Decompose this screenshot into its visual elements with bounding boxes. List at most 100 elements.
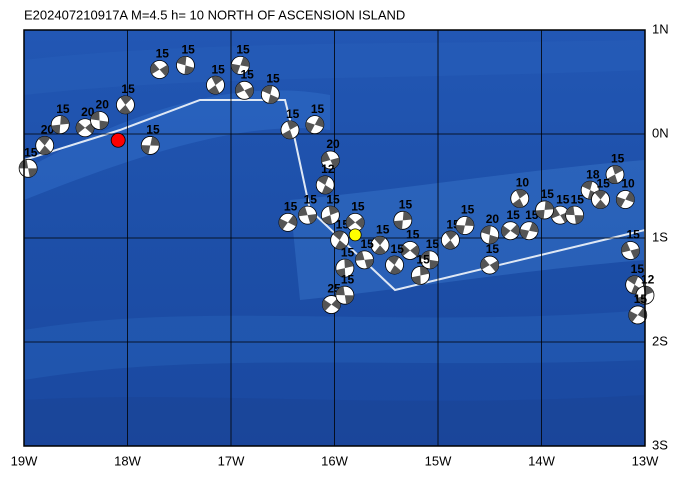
beachball [280,120,300,140]
beachball-quadrant [332,231,347,250]
beachball [260,85,280,104]
beachball [480,225,500,245]
beachball-quadrant [501,224,520,238]
beachball-quadrant [235,82,254,98]
depth-label: 15 [596,177,610,191]
beachball-quadrant [420,250,439,269]
beachball-quadrant [141,136,160,155]
depth-label: 15 [631,262,645,276]
depth-label: 12 [321,162,335,176]
beachball [18,158,38,178]
y-tick-label: 1N [652,21,669,36]
beachball [385,255,404,275]
depth-label: 12 [641,272,655,286]
beachball-quadrant [262,85,279,104]
x-tick-label: 14W [528,453,555,468]
beachball [501,221,520,241]
beachball [535,200,555,220]
depth-label: 15 [236,43,250,57]
beachball-quadrant [321,206,339,225]
beachball [320,205,340,225]
x-tick-label: 13W [632,453,659,468]
beachball [441,230,460,250]
depth-label: 15 [304,192,318,206]
beachball-quadrant [481,225,499,244]
beachball [176,55,195,75]
x-tick-label: 16W [321,453,348,468]
beachball-quadrant [565,206,584,225]
beachball [335,285,355,305]
depth-label: 15 [461,203,475,217]
depth-label: 20 [81,105,95,119]
beachball [605,165,625,184]
title: E202407210917A M=4.5 h= 10 NORTH OF ASCE… [24,7,405,22]
beachball-quadrant [374,236,387,255]
beachball-quadrant [443,231,457,250]
beachball-quadrant [150,62,169,77]
beachball-quadrant [76,121,95,134]
beachball-quadrant [535,200,554,219]
depth-label: 15 [341,245,355,259]
y-tick-label: 0N [652,125,669,140]
beachball [621,241,640,260]
beachball-quadrant [512,189,528,208]
beachball [321,295,341,314]
beachball-quadrant [411,266,430,285]
x-tick-label: 18W [114,453,141,468]
beachball [315,175,335,195]
depth-label: 15 [351,200,365,214]
beachball-quadrant [38,136,51,155]
beachball [140,136,160,155]
depth-label: 10 [621,177,635,191]
depth-label: 15 [556,192,570,206]
depth-label: 15 [24,145,38,159]
depth-label: 15 [627,228,641,242]
beachball-quadrant [520,222,539,240]
depth-label: 18 [586,167,600,181]
beachball [628,305,648,325]
depth-label: 15 [486,242,500,256]
beachball-quadrant [346,216,365,229]
main-event [348,228,362,242]
beachball-quadrant [401,244,420,257]
depth-label: 15 [56,102,70,116]
depth-label: 15 [146,123,160,137]
beachball-quadrant [278,215,297,230]
beachball-quadrant [322,298,341,312]
y-tick-label: 1S [652,229,668,244]
beachball-quadrant [176,56,195,75]
depth-label: 15 [156,47,170,61]
beachball [75,118,95,138]
beachball [370,235,390,255]
depth-label: 15 [121,82,135,96]
depth-label: 15 [336,217,350,231]
beachball-quadrant [305,116,324,133]
beachball-quadrant [628,307,647,323]
plate-boundary [24,99,645,292]
beachball [305,115,325,135]
beachball [50,115,70,135]
depth-label: 15 [391,242,405,256]
beachball-quadrant [621,242,640,259]
beachball [230,55,250,75]
depth-label: 15 [286,107,300,121]
depth-label: 15 [341,272,355,286]
beachball-quadrant [317,175,333,194]
beachball-quadrant [298,206,317,224]
beachball [320,150,340,170]
x-tick-label: 15W [425,453,452,468]
depth-label: 15 [634,292,648,306]
beachball-quadrant [119,95,132,114]
beachball [330,230,350,250]
ticks: 19W 18W 17W 16W 15W 14W 13W 1N 0N 1S 2S 3S [11,21,669,468]
depth-label: 15 [399,197,413,211]
beachball [35,136,55,155]
beachball-quadrant [231,56,250,74]
beachball [455,216,475,235]
beachball [116,95,135,115]
beachball-quadrant [551,207,570,223]
beachball-quadrant [393,211,412,230]
y-tick-label: 3S [652,437,668,452]
